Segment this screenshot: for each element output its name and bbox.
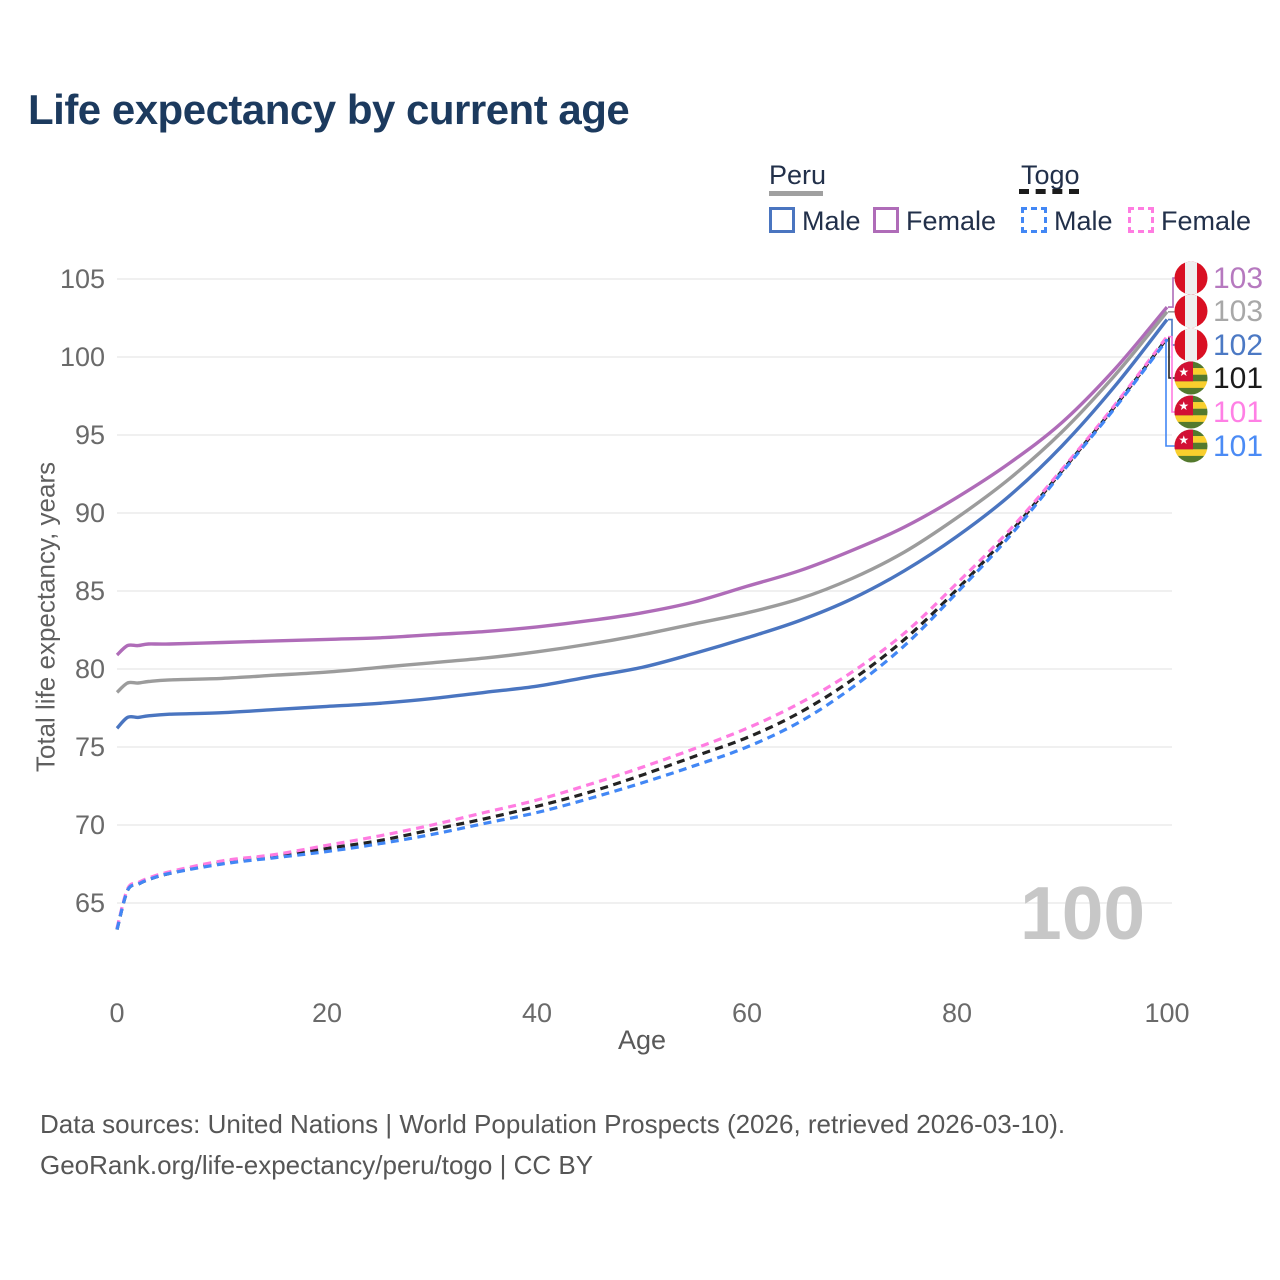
leader-line-peru-male [1168, 318, 1175, 346]
series-line-togo-male [115, 338, 1169, 930]
flag-icon-togo: ★ [1174, 395, 1208, 429]
legend-group-peru[interactable]: Peru [769, 160, 827, 190]
peru-male-checkbox[interactable] [769, 207, 795, 233]
end-value-label-togo-both-sexes: 101 [1213, 362, 1263, 395]
togo-female-checkbox[interactable] [1128, 207, 1154, 233]
y-tick-85: 85 [75, 576, 105, 606]
togo-male-label: Male [1054, 206, 1113, 236]
leader-line-peru-both-sexes [1168, 310, 1176, 313]
end-value-label-peru-male: 102 [1213, 329, 1263, 362]
footer-sources-line: Data sources: United Nations | World Pop… [40, 1109, 1066, 1139]
togo-female-label: Female [1161, 206, 1252, 236]
series-line-togo-female [115, 335, 1169, 929]
series-line-peru-both-sexes [115, 310, 1169, 694]
leader-line-peru-female [1168, 277, 1175, 308]
togo-underline-swatch [1019, 189, 1079, 194]
leader-line-togo-female [1168, 335, 1175, 413]
legend-group-togo[interactable]: Togo [1021, 160, 1080, 190]
flag-icon-togo: ★ [1174, 361, 1208, 395]
togo-male-checkbox[interactable] [1021, 207, 1047, 233]
x-tick-0: 0 [109, 998, 124, 1028]
x-tick-20: 20 [312, 998, 342, 1028]
series-line-peru-female [115, 306, 1169, 657]
x-axis-title: Age [618, 1025, 666, 1055]
y-tick-65: 65 [75, 888, 105, 918]
end-value-label-togo-male: 101 [1213, 430, 1263, 463]
flag-icon-peru [1174, 261, 1208, 295]
svg-text:★: ★ [1178, 365, 1189, 379]
y-tick-70: 70 [75, 810, 105, 840]
flag-icon-peru [1174, 328, 1208, 362]
end-value-label-peru-both-sexes: 103 [1213, 295, 1263, 328]
x-tick-60: 60 [732, 998, 762, 1028]
y-tick-100: 100 [60, 342, 105, 372]
y-tick-75: 75 [75, 732, 105, 762]
footer-attribution-line: GeoRank.org/life-expectancy/peru/togo | … [40, 1150, 594, 1180]
y-tick-105: 105 [60, 264, 105, 294]
peru-underline-swatch [769, 191, 823, 196]
y-tick-90: 90 [75, 498, 105, 528]
page-title: Life expectancy by current age [28, 86, 630, 133]
x-tick-80: 80 [942, 998, 972, 1028]
end-value-label-togo-female: 101 [1213, 396, 1263, 429]
x-tick-100: 100 [1144, 998, 1189, 1028]
peru-female-checkbox[interactable] [873, 207, 899, 233]
peru-male-label: Male [802, 206, 861, 236]
flag-icon-togo: ★ [1174, 429, 1208, 463]
svg-text:★: ★ [1178, 433, 1189, 447]
flag-icon-peru [1174, 294, 1208, 328]
series-line-peru-male [115, 318, 1169, 730]
svg-text:★: ★ [1178, 399, 1189, 413]
peru-female-label: Female [906, 206, 997, 236]
end-value-label-peru-female: 103 [1213, 262, 1263, 295]
footer: Data sources: United Nations | World Pop… [40, 1104, 1065, 1186]
y-tick-95: 95 [75, 420, 105, 450]
y-tick-80: 80 [75, 654, 105, 684]
x-tick-40: 40 [522, 998, 552, 1028]
leader-line-togo-male [1165, 339, 1175, 447]
